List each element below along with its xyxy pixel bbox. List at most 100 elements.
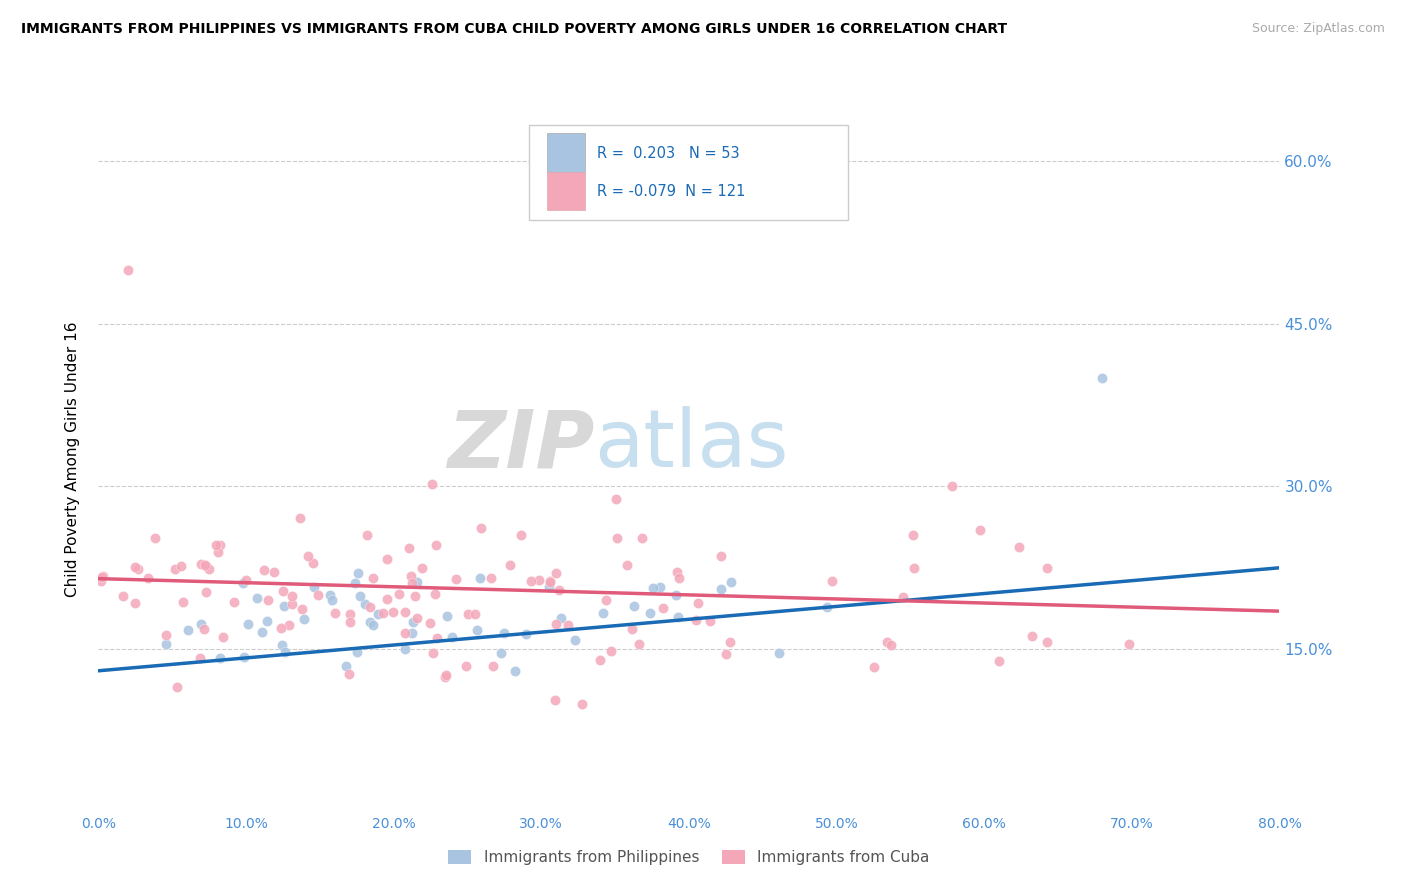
Point xyxy=(643,582,665,596)
Point xyxy=(710,582,733,596)
Point xyxy=(1008,540,1031,554)
Point xyxy=(470,521,492,535)
Point xyxy=(720,635,742,649)
Point xyxy=(1091,371,1114,385)
Legend: Immigrants from Philippines, Immigrants from Cuba: Immigrants from Philippines, Immigrants … xyxy=(443,844,935,871)
Point xyxy=(538,574,561,588)
Point xyxy=(631,531,654,545)
Point xyxy=(235,573,257,587)
Point xyxy=(595,592,617,607)
Point xyxy=(628,637,651,651)
Point xyxy=(710,549,733,563)
Point xyxy=(768,646,790,660)
Point xyxy=(270,621,292,635)
Point xyxy=(346,645,368,659)
Point xyxy=(616,558,638,572)
Point xyxy=(699,614,721,628)
Point xyxy=(398,541,420,555)
Point xyxy=(232,576,254,591)
Text: Source: ZipAtlas.com: Source: ZipAtlas.com xyxy=(1251,22,1385,36)
Point xyxy=(446,572,468,586)
Point xyxy=(1118,638,1140,652)
Point xyxy=(605,491,627,506)
Point xyxy=(91,569,114,583)
Point xyxy=(600,644,623,658)
Point xyxy=(271,584,294,599)
FancyBboxPatch shape xyxy=(547,134,585,171)
Point xyxy=(1035,561,1057,575)
Point xyxy=(361,571,384,585)
Point xyxy=(988,655,1011,669)
Point xyxy=(394,642,416,657)
Point xyxy=(307,588,329,602)
Point xyxy=(422,646,444,660)
Point xyxy=(419,615,441,630)
Point xyxy=(197,562,219,576)
Point xyxy=(505,665,527,679)
Point xyxy=(212,630,235,644)
Point xyxy=(520,574,543,589)
Point xyxy=(411,561,433,575)
Point xyxy=(401,575,423,590)
Point xyxy=(166,680,188,694)
Point xyxy=(117,262,139,277)
Point xyxy=(891,591,914,605)
Point xyxy=(652,600,675,615)
Point xyxy=(401,625,423,640)
Point xyxy=(666,610,689,624)
Point xyxy=(714,647,737,661)
Point xyxy=(335,659,357,673)
Point xyxy=(498,558,520,573)
Point xyxy=(434,667,457,681)
Point xyxy=(425,538,447,552)
Point xyxy=(177,623,200,637)
Point xyxy=(292,612,315,626)
Point xyxy=(468,571,491,585)
Point xyxy=(302,581,325,595)
Point xyxy=(394,605,416,619)
Point xyxy=(405,611,427,625)
Point xyxy=(356,528,378,542)
Point xyxy=(941,479,963,493)
Point xyxy=(550,611,572,625)
FancyBboxPatch shape xyxy=(547,172,585,211)
Point xyxy=(233,650,256,665)
Point xyxy=(190,616,212,631)
Point xyxy=(354,597,377,611)
Point xyxy=(361,618,384,632)
Point xyxy=(136,570,159,584)
Point xyxy=(290,510,312,524)
Point xyxy=(360,615,382,629)
Point xyxy=(343,575,366,590)
Point xyxy=(281,598,304,612)
Point xyxy=(263,565,285,579)
Point xyxy=(155,628,177,642)
Point xyxy=(207,545,229,559)
Point xyxy=(111,589,134,603)
Point xyxy=(494,625,516,640)
Text: ZIP: ZIP xyxy=(447,406,595,484)
Point xyxy=(815,600,838,615)
Point xyxy=(349,589,371,603)
Point xyxy=(250,624,273,639)
Point xyxy=(208,651,231,665)
Point xyxy=(527,574,550,588)
Point xyxy=(170,559,193,574)
Point xyxy=(271,638,294,652)
Point xyxy=(879,638,901,652)
Point xyxy=(256,615,278,629)
Point xyxy=(273,599,295,613)
Point xyxy=(969,523,991,537)
Point xyxy=(124,560,146,574)
Point xyxy=(903,561,925,575)
Point xyxy=(193,558,215,573)
Point xyxy=(194,585,217,599)
Point xyxy=(665,588,688,602)
Point xyxy=(650,580,672,594)
Point xyxy=(256,592,278,607)
Point xyxy=(90,574,112,589)
Point xyxy=(592,607,614,621)
Point xyxy=(436,609,458,624)
Point xyxy=(821,574,844,588)
Point xyxy=(301,556,323,570)
